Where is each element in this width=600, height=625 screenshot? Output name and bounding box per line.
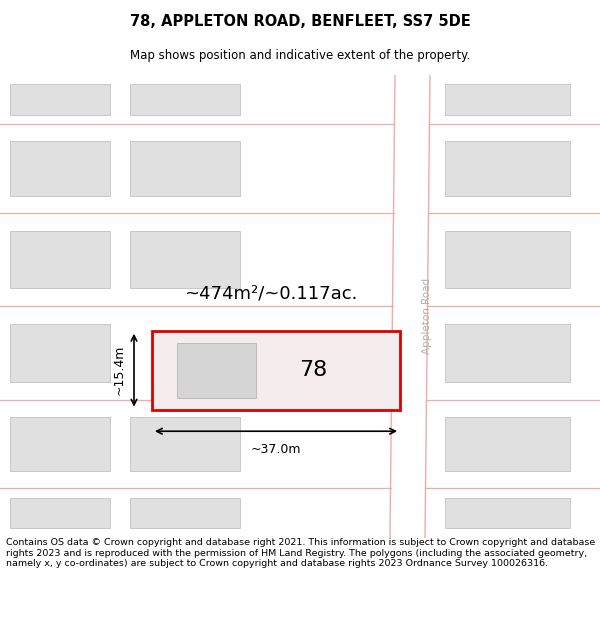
Bar xyxy=(10,231,110,289)
Bar xyxy=(130,416,240,471)
Bar xyxy=(10,498,110,528)
Text: 78: 78 xyxy=(299,360,328,380)
Bar xyxy=(10,416,110,471)
Bar xyxy=(10,324,110,382)
Bar xyxy=(10,84,110,115)
Bar xyxy=(445,498,570,528)
Bar xyxy=(130,231,240,289)
Bar xyxy=(445,324,570,382)
Bar xyxy=(152,331,400,409)
Bar xyxy=(445,231,570,289)
Polygon shape xyxy=(390,75,430,538)
Bar xyxy=(130,498,240,528)
Bar xyxy=(445,84,570,115)
Text: Map shows position and indicative extent of the property.: Map shows position and indicative extent… xyxy=(130,49,470,62)
Text: ~37.0m: ~37.0m xyxy=(251,443,301,456)
Bar xyxy=(130,84,240,115)
Text: ~474m²/~0.117ac.: ~474m²/~0.117ac. xyxy=(184,284,358,302)
Text: 78, APPLETON ROAD, BENFLEET, SS7 5DE: 78, APPLETON ROAD, BENFLEET, SS7 5DE xyxy=(130,14,470,29)
Bar xyxy=(177,342,256,398)
Bar xyxy=(445,141,570,196)
Text: Appleton Road: Appleton Road xyxy=(422,278,433,354)
Bar xyxy=(445,416,570,471)
Text: ~15.4m: ~15.4m xyxy=(113,345,126,396)
Bar xyxy=(130,141,240,196)
Text: Contains OS data © Crown copyright and database right 2021. This information is : Contains OS data © Crown copyright and d… xyxy=(6,538,595,568)
Bar xyxy=(10,141,110,196)
